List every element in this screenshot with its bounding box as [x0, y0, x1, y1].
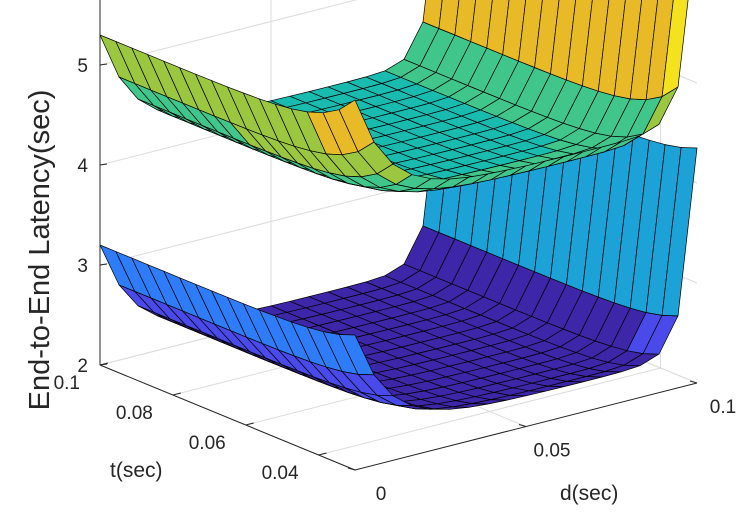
surface-cell-1: [422, 0, 443, 29]
z-tick-label: 2: [77, 356, 88, 377]
y-tick-mark: [245, 422, 254, 426]
surface-cell-1: [454, 0, 476, 42]
z-tick-mark: [99, 263, 108, 266]
surface-cell-1: [661, 0, 689, 97]
surface-cell-2: [661, 147, 698, 317]
surface-cell-1: [613, 0, 643, 100]
y-tick-label: 0.1: [54, 373, 80, 394]
surface-cell-1: [534, 0, 560, 75]
x-tick-mark: [518, 424, 527, 427]
x-axis-label: d(sec): [560, 482, 618, 505]
z-tick-label: 4: [77, 156, 88, 177]
axes: [99, 0, 698, 471]
z-tick-mark: [99, 63, 108, 66]
y-tick-mark: [172, 392, 181, 396]
surface-cell-1: [502, 0, 527, 62]
z-axis-label: End-to-End Latency(sec): [24, 90, 56, 411]
x-tick-mark: [347, 467, 356, 471]
surface-cell-1: [550, 0, 577, 81]
x-tick-mark: [689, 380, 698, 384]
surface-cell-1: [645, 0, 674, 101]
x-tick-label: 0.1: [710, 397, 736, 418]
y-tick-mark: [99, 362, 109, 366]
y-tick-label: 0.06: [189, 433, 226, 454]
y-axis-label: t(sec): [110, 459, 163, 482]
y-tick-label: 0.04: [262, 463, 299, 484]
grid-line-23: [318, 367, 661, 456]
z-tick-label: 3: [77, 256, 88, 277]
x-tick-label: 0: [376, 484, 387, 505]
surface-cell-1: [566, 0, 593, 87]
surface-plot: [99, 0, 698, 410]
tick-labels: 234560.040.060.080.100.050.1: [54, 56, 737, 505]
z-tick-label: 5: [77, 56, 88, 77]
surface-cell-1: [597, 0, 626, 97]
y-axis-line: [99, 364, 356, 471]
y-tick-mark: [318, 452, 327, 456]
surface-cell-1: [486, 0, 510, 55]
x-tick-label: 0.05: [534, 441, 571, 462]
surface-cell-1: [582, 0, 610, 92]
surface-cell-1: [438, 0, 460, 36]
z-tick-mark: [99, 163, 108, 166]
y-tick-label: 0.08: [116, 403, 153, 424]
surface-cell-1: [470, 0, 493, 49]
surface-cell-1: [629, 0, 659, 101]
